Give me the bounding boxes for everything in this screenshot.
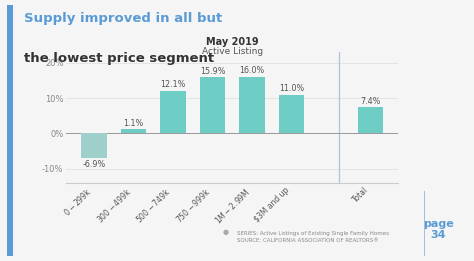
Text: page
34: page 34 [423,218,454,240]
Text: SERIES: Active Listings of Existing Single Family Homes
SOURCE: CALIFORNIA ASSOC: SERIES: Active Listings of Existing Sing… [237,231,389,243]
Text: 1.1%: 1.1% [123,119,144,128]
Text: -6.9%: -6.9% [82,160,106,169]
Bar [160,91,186,133]
Text: 16.0%: 16.0% [239,67,264,75]
Bar [81,133,107,158]
Bar [358,107,383,133]
Text: Active Listing: Active Listing [202,47,263,56]
Bar [239,77,265,133]
Bar [200,77,225,133]
Text: ●: ● [223,229,229,235]
Text: the lowest price segment: the lowest price segment [24,52,214,65]
Text: May 2019: May 2019 [206,37,259,47]
Text: 7.4%: 7.4% [360,97,381,106]
Text: 11.0%: 11.0% [279,84,304,93]
Text: 12.1%: 12.1% [160,80,186,89]
Bar [279,94,304,133]
Text: 15.9%: 15.9% [200,67,225,76]
Bar [121,129,146,133]
Text: Supply improved in all but: Supply improved in all but [24,12,222,25]
